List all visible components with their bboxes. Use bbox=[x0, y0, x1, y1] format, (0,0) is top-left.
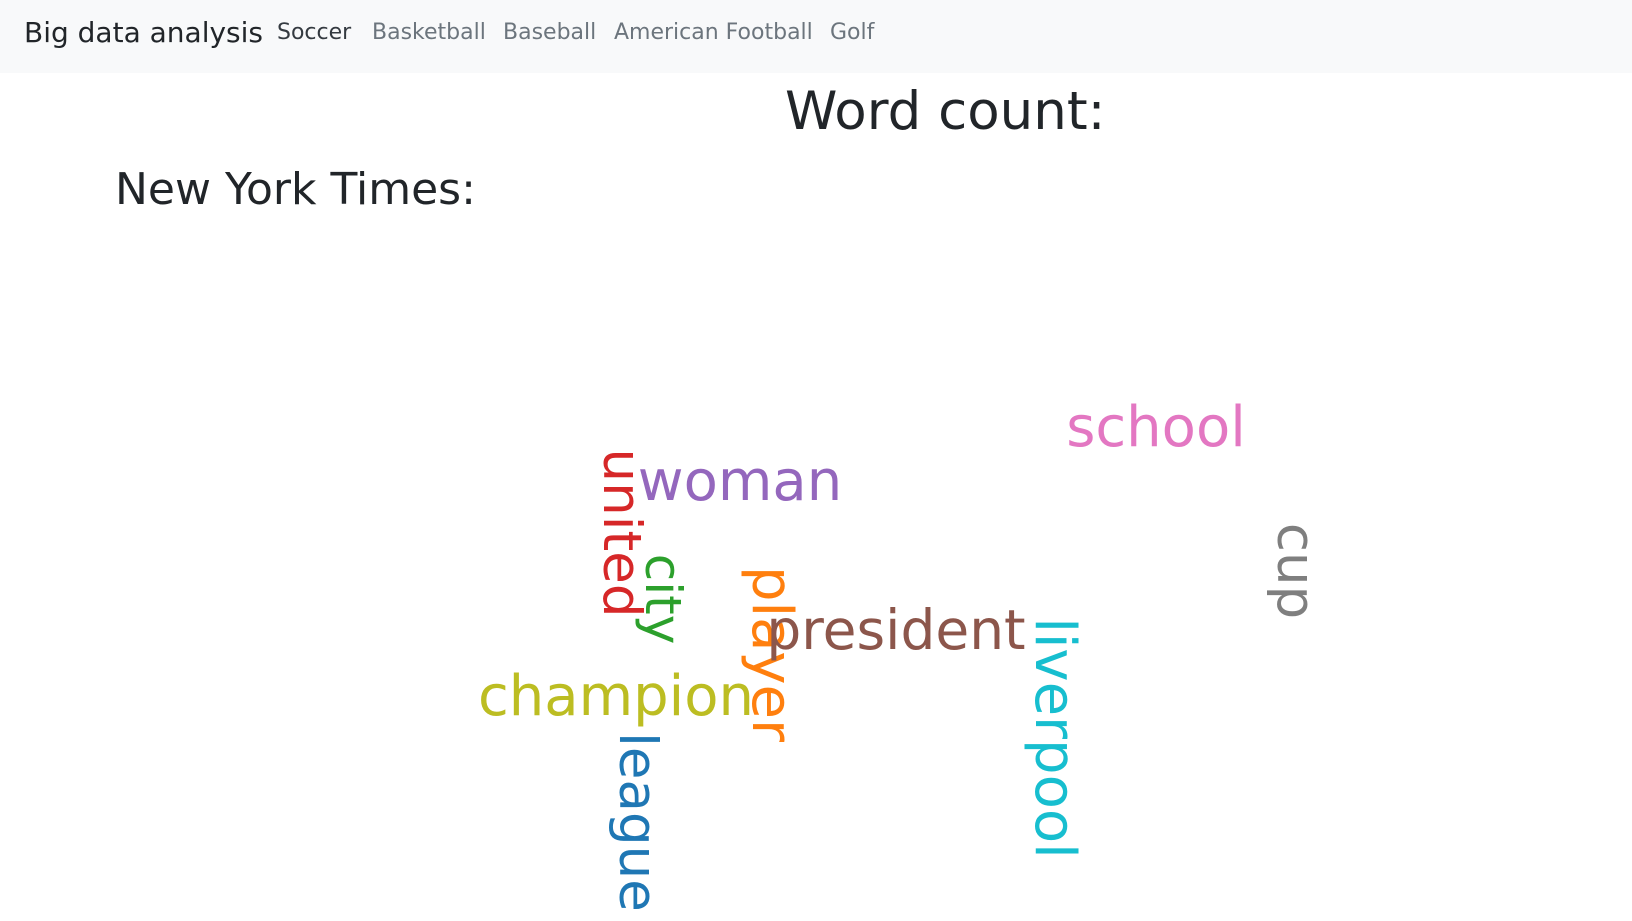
word-city: city bbox=[634, 554, 692, 645]
page-title: Word count: bbox=[785, 81, 1106, 142]
source-heading: New York Times: bbox=[115, 164, 476, 215]
nav-link-baseball[interactable]: Baseball bbox=[503, 20, 597, 45]
nav-link-golf[interactable]: Golf bbox=[830, 20, 875, 45]
word-united: united bbox=[591, 449, 652, 618]
word-liverpool: liverpool bbox=[1022, 617, 1087, 858]
word-player: player bbox=[739, 566, 804, 743]
nav-link-american-football[interactable]: American Football bbox=[614, 20, 813, 45]
navbar: Big data analysis Soccer Basketball Base… bbox=[0, 0, 1632, 73]
word-league: league bbox=[607, 732, 668, 912]
word-president: president bbox=[766, 598, 1025, 662]
word-woman: woman bbox=[638, 449, 842, 514]
nav-link-basketball[interactable]: Basketball bbox=[372, 20, 486, 45]
nav-link-soccer[interactable]: Soccer bbox=[277, 20, 352, 45]
word-school: school bbox=[1066, 395, 1246, 460]
word-cup: cup bbox=[1265, 523, 1326, 619]
brand-link[interactable]: Big data analysis bbox=[24, 16, 263, 49]
word-champion: champion bbox=[478, 664, 754, 729]
